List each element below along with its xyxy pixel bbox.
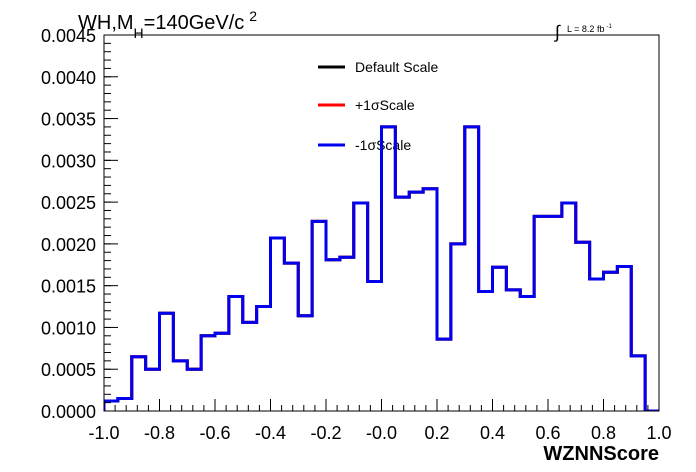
y-tick-label: 0.0035 bbox=[41, 110, 96, 130]
y-tick-label: 0.0030 bbox=[41, 151, 96, 171]
y-tick-label: 0.0025 bbox=[41, 193, 96, 213]
legend-label: -1σScale bbox=[355, 137, 411, 153]
x-tick-label: -0.6 bbox=[199, 423, 230, 443]
y-tick-label: 0.0045 bbox=[41, 26, 96, 46]
x-tick-label: -0.2 bbox=[310, 423, 341, 443]
series-group bbox=[104, 125, 659, 411]
axes: 0.0000 0.0005 0.0010 0.0015 0.0020 0.0025 0.00… bbox=[41, 26, 672, 443]
x-tick-label: 0.4 bbox=[480, 423, 505, 443]
y-tick-label: 0.0000 bbox=[41, 402, 96, 422]
x-tick-label: -0.8 bbox=[144, 423, 175, 443]
chart-title: WH,MH=140GeV/c 2 bbox=[78, 8, 257, 41]
x-axis-label: WZNNScore bbox=[543, 443, 659, 465]
legend-label: Default Scale bbox=[355, 59, 438, 75]
x-tick-label: -0.4 bbox=[255, 423, 286, 443]
x-tick-label: 1.0 bbox=[646, 423, 671, 443]
x-tick-label: 0.6 bbox=[535, 423, 560, 443]
y-tick-label: 0.0015 bbox=[41, 277, 96, 297]
legend-label: +1σScale bbox=[355, 97, 415, 113]
series-line-2 bbox=[104, 125, 659, 411]
integral-sign-icon: ∫ bbox=[553, 22, 561, 42]
legend: Default Scale +1σScale -1σScale bbox=[318, 59, 438, 153]
y-tick-label: 0.0005 bbox=[41, 360, 96, 380]
y-tick-label: 0.0040 bbox=[41, 68, 96, 88]
y-tick-label: 0.0020 bbox=[41, 235, 96, 255]
y-tick-label: 0.0010 bbox=[41, 318, 96, 338]
x-tick-label: -1.0 bbox=[88, 423, 119, 443]
x-tick-label: -0.0 bbox=[366, 423, 397, 443]
x-tick-label: 0.8 bbox=[591, 423, 616, 443]
luminosity-label: ∫ L = 8.2 fb -1 bbox=[553, 22, 612, 42]
svg-text:L = 8.2 fb-1: L = 8.2 fb -1 bbox=[567, 24, 612, 34]
x-tick-label: 0.2 bbox=[424, 423, 449, 443]
